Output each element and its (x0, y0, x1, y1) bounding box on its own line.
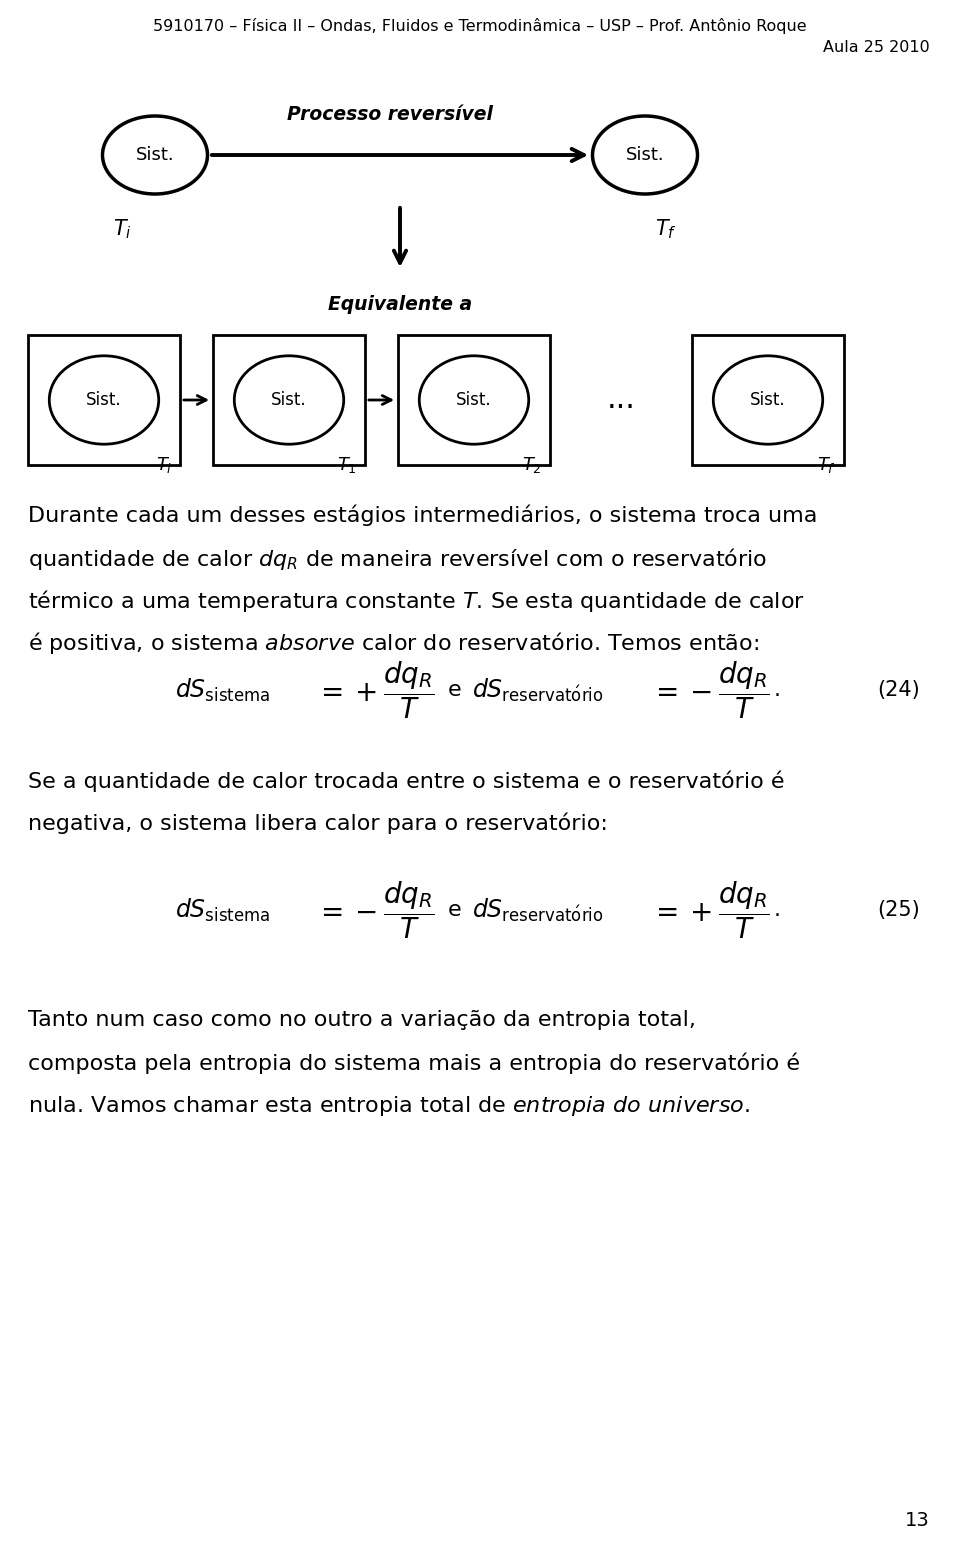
Text: $T_2$: $T_2$ (522, 455, 542, 475)
Text: Tanto num caso como no outro a variação da entropia total,: Tanto num caso como no outro a variação … (28, 1009, 696, 1030)
Text: $.$: $.$ (773, 680, 780, 700)
Ellipse shape (592, 116, 698, 194)
Bar (398, 335, 550, 464)
Text: composta pela entropia do sistema mais a entropia do reservatório é: composta pela entropia do sistema mais a… (28, 1051, 800, 1073)
Text: $dS_{\rm sistema}$: $dS_{\rm sistema}$ (175, 896, 270, 924)
Text: ...: ... (607, 385, 636, 415)
Text: Sist.: Sist. (271, 391, 307, 408)
Bar (692, 335, 844, 464)
Text: Sist.: Sist. (750, 391, 786, 408)
Text: térmico a uma temperatura constante $T$. Se esta quantidade de calor: térmico a uma temperatura constante $T$.… (28, 589, 804, 613)
Ellipse shape (49, 356, 158, 444)
Text: $dS_{\rm sistema}$: $dS_{\rm sistema}$ (175, 677, 270, 704)
Ellipse shape (234, 356, 344, 444)
Ellipse shape (420, 356, 529, 444)
Text: $T_1$: $T_1$ (337, 455, 357, 475)
Text: Equivalente a: Equivalente a (328, 295, 472, 314)
Text: $T_i$: $T_i$ (113, 217, 132, 241)
Text: $.$: $.$ (773, 901, 780, 919)
Text: 13: 13 (905, 1511, 930, 1530)
Text: é positiva, o sistema $\mathit{absorve}$ calor do reservatório. Temos então:: é positiva, o sistema $\mathit{absorve}$… (28, 631, 759, 655)
Text: Aula 25 2010: Aula 25 2010 (824, 40, 930, 54)
Text: $T_f$: $T_f$ (817, 455, 836, 475)
Text: (24): (24) (877, 680, 920, 700)
Text: Sist.: Sist. (86, 391, 122, 408)
Text: $dS_{\rm reservat\acute{o}rio}$: $dS_{\rm reservat\acute{o}rio}$ (472, 896, 604, 924)
Text: $T_f$: $T_f$ (655, 217, 677, 241)
Text: Se a quantidade de calor trocada entre o sistema e o reservatório é: Se a quantidade de calor trocada entre o… (28, 770, 784, 792)
Text: negativa, o sistema libera calor para o reservatório:: negativa, o sistema libera calor para o … (28, 812, 608, 834)
Text: nula. Vamos chamar esta entropia total de $\mathit{entropia\ do\ universo}$.: nula. Vamos chamar esta entropia total d… (28, 1093, 750, 1118)
Text: Sist.: Sist. (626, 146, 664, 165)
Ellipse shape (103, 116, 207, 194)
Text: Durante cada um desses estágios intermediários, o sistema troca uma: Durante cada um desses estágios intermed… (28, 505, 817, 525)
Text: $dS_{\rm reservat\acute{o}rio}$: $dS_{\rm reservat\acute{o}rio}$ (472, 677, 604, 704)
Text: (25): (25) (877, 901, 920, 919)
Text: $=+\dfrac{dq_{R}}{T}$: $=+\dfrac{dq_{R}}{T}$ (650, 879, 770, 941)
Text: quantidade de calor $dq_R$ de maneira reversível com o reservatório: quantidade de calor $dq_R$ de maneira re… (28, 547, 767, 572)
Ellipse shape (713, 356, 823, 444)
Text: Processo reversível: Processo reversível (287, 106, 492, 124)
Bar (28, 335, 180, 464)
Text: $T_i$: $T_i$ (156, 455, 172, 475)
Text: $=-\dfrac{dq_{R}}{T}$: $=-\dfrac{dq_{R}}{T}$ (315, 879, 435, 941)
Text: $=+\dfrac{dq_{R}}{T}$: $=+\dfrac{dq_{R}}{T}$ (315, 658, 435, 721)
Text: Sist.: Sist. (135, 146, 175, 165)
Text: 5910170 – Física II – Ondas, Fluidos e Termodinâmica – USP – Prof. Antônio Roque: 5910170 – Física II – Ondas, Fluidos e T… (154, 19, 806, 34)
Text: Sist.: Sist. (456, 391, 492, 408)
Text: $=-\dfrac{dq_{R}}{T}$: $=-\dfrac{dq_{R}}{T}$ (650, 658, 770, 721)
Bar (213, 335, 365, 464)
Text: e: e (448, 901, 462, 919)
Text: e: e (448, 680, 462, 700)
